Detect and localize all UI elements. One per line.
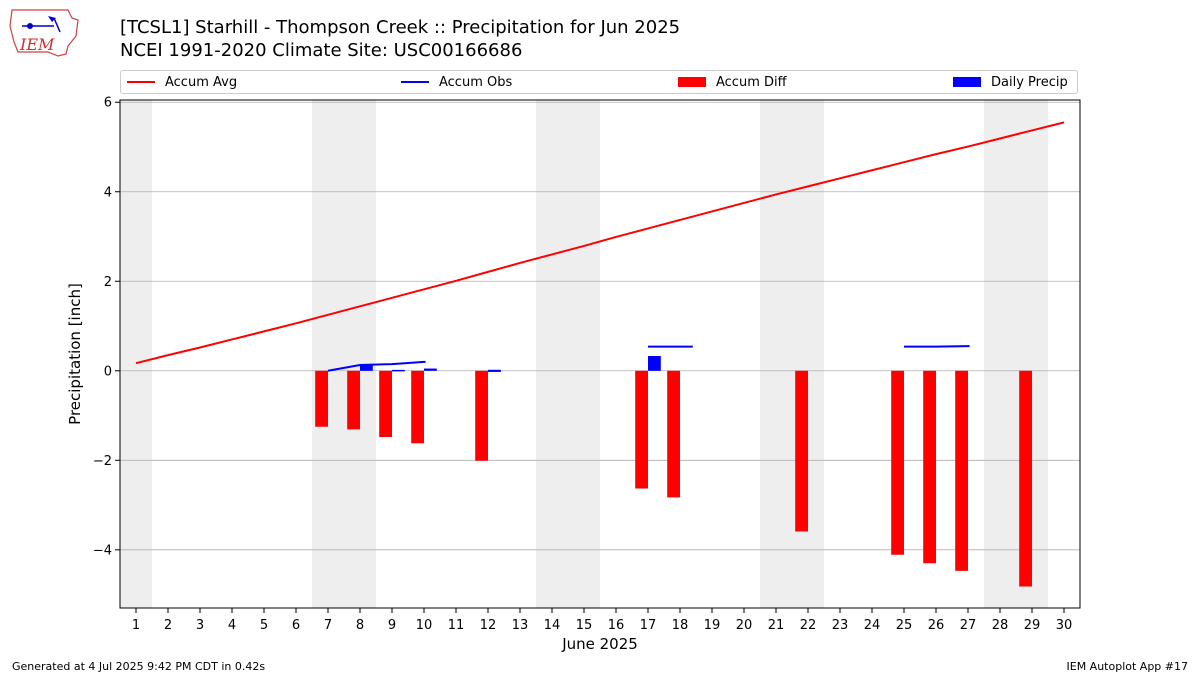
x-tick-label: 21 xyxy=(768,618,785,633)
iem-logo: IEM xyxy=(8,6,80,58)
x-tick-label: 25 xyxy=(896,618,913,633)
x-tick-label: 30 xyxy=(1056,618,1073,633)
x-tick-label: 8 xyxy=(356,618,364,633)
x-tick-label: 18 xyxy=(672,618,689,633)
x-tick-label: 12 xyxy=(480,618,497,633)
daily-precip-bar xyxy=(648,356,661,371)
x-tick-label: 20 xyxy=(736,618,753,633)
legend-item-accum-diff: Accum Diff xyxy=(678,71,787,93)
x-tick-label: 14 xyxy=(544,618,561,633)
legend: Accum Avg Accum Obs Accum Diff Daily Pre… xyxy=(120,70,1078,94)
footer-generated: Generated at 4 Jul 2025 9:42 PM CDT in 0… xyxy=(12,660,266,673)
y-tick-label: 6 xyxy=(104,96,112,111)
x-tick-label: 13 xyxy=(512,618,529,633)
x-tick-label: 26 xyxy=(928,618,945,633)
legend-label-daily-precip: Daily Precip xyxy=(991,74,1068,90)
x-tick-label: 11 xyxy=(448,618,465,633)
accum-diff-bar xyxy=(891,370,904,555)
accum-diff-bar xyxy=(667,370,680,498)
y-tick-label: −4 xyxy=(93,543,112,558)
x-tick-label: 29 xyxy=(1024,618,1041,633)
legend-swatch-accum-diff xyxy=(678,77,706,87)
x-tick-label: 4 xyxy=(228,618,236,633)
legend-item-accum-avg: Accum Avg xyxy=(127,71,237,93)
legend-label-accum-avg: Accum Avg xyxy=(165,74,238,90)
weekend-band xyxy=(344,100,376,608)
accum-diff-bar xyxy=(795,370,808,532)
legend-swatch-accum-avg xyxy=(127,81,155,83)
accum-diff-bar xyxy=(635,370,648,489)
accum-diff-bar xyxy=(411,370,424,444)
legend-swatch-daily-precip xyxy=(953,77,981,87)
x-tick-label: 3 xyxy=(196,618,204,633)
weekend-band xyxy=(312,100,344,608)
x-tick-label: 7 xyxy=(324,618,332,633)
y-axis-label: Precipitation [inch] xyxy=(66,283,84,425)
x-axis-label: June 2025 xyxy=(561,635,638,653)
x-tick-label: 22 xyxy=(800,618,817,633)
x-tick-label: 24 xyxy=(864,618,881,633)
legend-label-accum-obs: Accum Obs xyxy=(439,74,513,90)
legend-swatch-accum-obs xyxy=(401,81,429,83)
legend-item-daily-precip: Daily Precip xyxy=(953,71,1068,93)
x-tick-label: 15 xyxy=(576,618,593,633)
y-tick-label: 0 xyxy=(104,364,112,379)
accum-obs-line xyxy=(327,360,426,372)
accum-diff-bar xyxy=(347,370,360,430)
accum-avg-line xyxy=(135,121,1065,365)
accum-diff-bar xyxy=(379,370,392,438)
x-tick-label: 27 xyxy=(960,618,977,633)
weekend-band xyxy=(984,100,1016,608)
weekend-band xyxy=(760,100,792,608)
legend-item-accum-obs: Accum Obs xyxy=(401,71,512,93)
x-tick-label: 16 xyxy=(608,618,625,633)
daily-precip-bar xyxy=(424,368,437,371)
x-tick-label: 1 xyxy=(132,618,140,633)
daily-precip-bar xyxy=(360,364,373,371)
chart-title: [TCSL1] Starhill - Thompson Creek :: Pre… xyxy=(120,17,681,38)
plot-frame xyxy=(119,99,1081,609)
accum-diff-bar xyxy=(955,370,968,571)
y-tick-label: 4 xyxy=(104,185,112,200)
accum-diff-bar xyxy=(923,370,936,564)
accum-diff-bar xyxy=(475,370,488,461)
x-tick-label: 17 xyxy=(640,618,657,633)
x-tick-label: 23 xyxy=(832,618,849,633)
x-tick-label: 28 xyxy=(992,618,1009,633)
y-tick-label: 2 xyxy=(104,275,112,290)
legend-label-accum-diff: Accum Diff xyxy=(716,74,787,90)
chart-subtitle: NCEI 1991-2020 Climate Site: USC00166686 xyxy=(120,40,523,61)
weekend-band xyxy=(536,100,568,608)
weekend-band xyxy=(792,100,824,608)
x-tick-label: 19 xyxy=(704,618,721,633)
x-tick-label: 6 xyxy=(292,618,300,633)
x-tick-label: 10 xyxy=(416,618,433,633)
weekend-band xyxy=(568,100,600,608)
daily-precip-bar xyxy=(392,369,405,372)
x-tick-label: 5 xyxy=(260,618,268,633)
x-tick-label: 2 xyxy=(164,618,172,633)
footer-app: IEM Autoplot App #17 xyxy=(1066,660,1189,673)
logo-text: IEM xyxy=(19,35,55,54)
accum-diff-bar xyxy=(1019,370,1032,587)
weekend-band xyxy=(120,100,152,608)
y-tick-label: −2 xyxy=(93,454,112,469)
x-tick-label: 9 xyxy=(388,618,396,633)
accum-diff-bar xyxy=(315,370,328,427)
